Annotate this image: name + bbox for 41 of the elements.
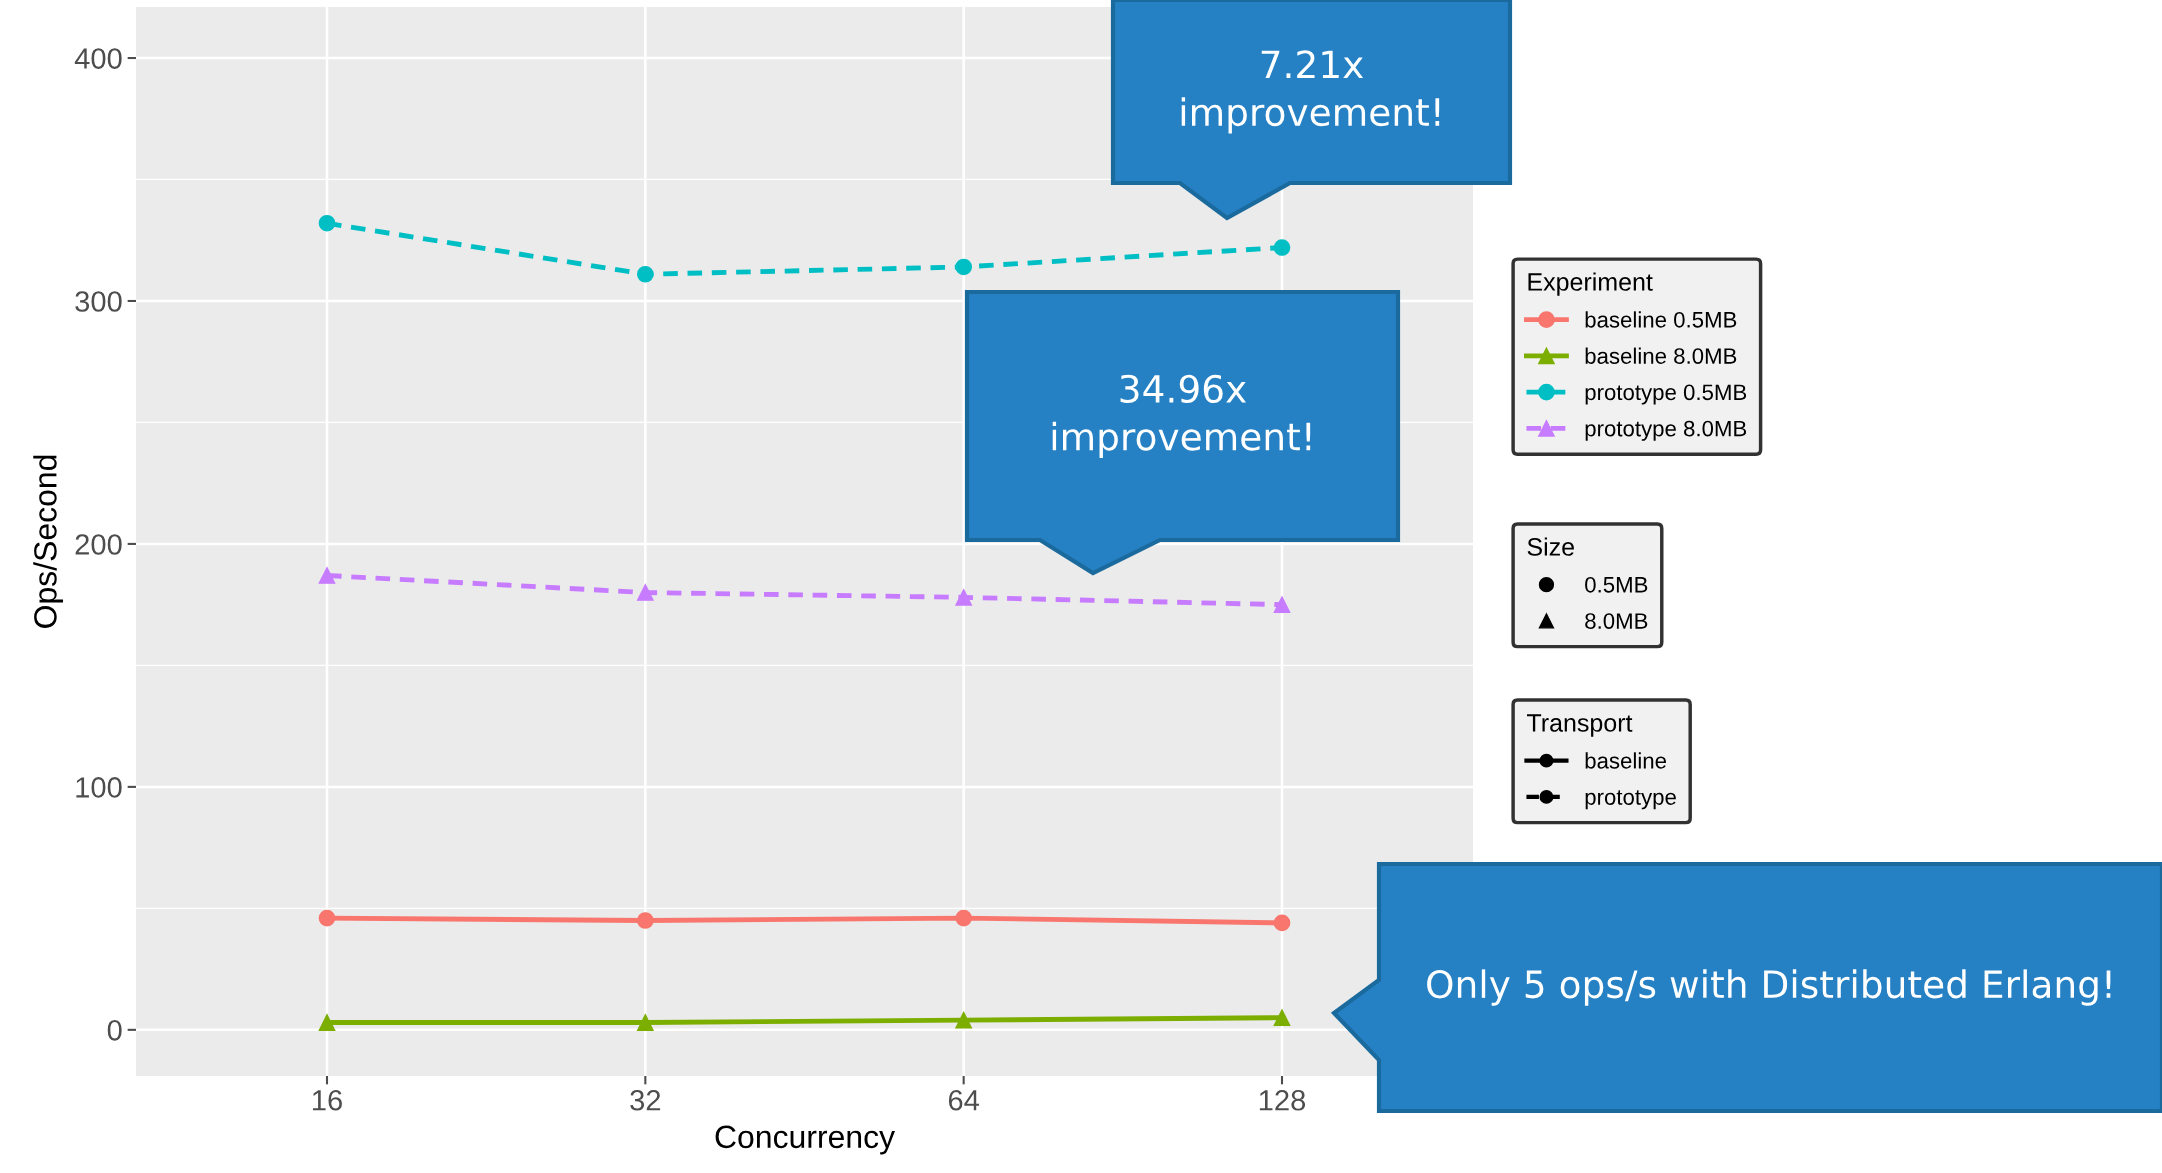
text: 0.5MB (1585, 576, 1648, 593)
y-tick-label: 400 (74, 48, 122, 69)
x-tick-label: 16 (313, 1089, 342, 1111)
x-axis-title: Concurrency (715, 1125, 895, 1155)
point (1273, 914, 1291, 932)
legend-label: baseline 8.0MB (1585, 347, 1737, 364)
x-tick-label: 32 (630, 1089, 661, 1111)
point (955, 258, 973, 276)
point (955, 589, 973, 606)
point (955, 909, 973, 927)
legend-label: baseline 0.5MB (1585, 311, 1737, 328)
point (318, 1014, 336, 1031)
y-tick-label: 100 (76, 777, 122, 798)
annotation: 34.96x improvement! (1052, 374, 1311, 458)
annotation: Only 5 ops/s with Distributed Erlang! (1427, 969, 2111, 1006)
annotation: 7.21x improvement! (1181, 50, 1440, 134)
text: prototype (1585, 790, 1676, 810)
point (318, 909, 336, 927)
point (1273, 596, 1291, 614)
y-tick-label: 300 (75, 291, 122, 312)
y-tick-label: 0 (107, 1020, 122, 1041)
legend-title: Experiment (1528, 272, 1653, 296)
point (636, 1014, 654, 1031)
text: baseline (1585, 752, 1667, 769)
x-tick-label: 64 (948, 1089, 980, 1111)
point (636, 912, 654, 929)
y-axis-title: Ops/Second (33, 455, 64, 628)
point (318, 567, 336, 584)
point (318, 214, 336, 232)
point (955, 1011, 973, 1029)
text: Transport (1527, 714, 1633, 737)
text: Size (1527, 537, 1574, 556)
point (636, 584, 654, 601)
point (1273, 1009, 1291, 1027)
point (1273, 239, 1291, 256)
y-tick-label: 200 (75, 534, 122, 555)
point (636, 265, 654, 283)
x-tick-label: 128 (1259, 1089, 1306, 1111)
legend-label: prototype 8.0MB (1585, 420, 1747, 441)
legend-label: prototype 0.5MB (1585, 384, 1747, 405)
text: 8.0MB (1585, 613, 1648, 629)
